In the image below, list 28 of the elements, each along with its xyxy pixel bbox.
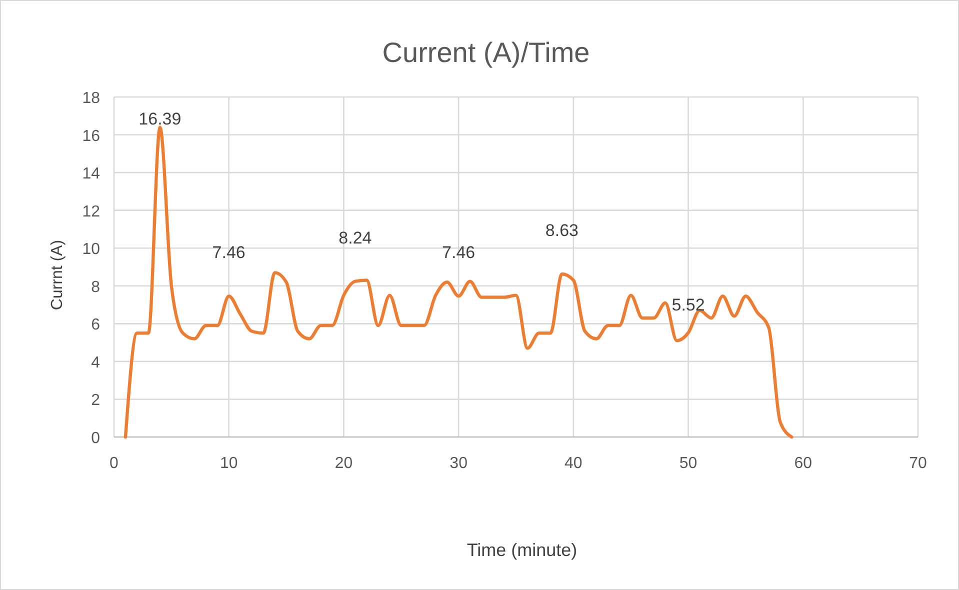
data-label: 7.46 — [212, 243, 246, 262]
y-axis-title: Currnt (A) — [49, 240, 66, 310]
x-tick-label: 50 — [679, 455, 698, 472]
y-tick-label: 12 — [82, 203, 100, 220]
y-tick-label: 16 — [82, 128, 100, 145]
x-tick-label: 0 — [110, 455, 119, 472]
y-tick-label: 4 — [91, 354, 100, 372]
x-tick-label: 20 — [334, 455, 353, 472]
y-tick-label: 2 — [91, 392, 100, 410]
data-label: 5.52 — [672, 296, 705, 315]
x-tick-label: 70 — [909, 455, 927, 472]
y-tick-label: 10 — [82, 241, 100, 258]
data-label: 7.46 — [442, 243, 476, 262]
x-tick-label: 30 — [450, 455, 468, 472]
x-tick-label: 10 — [220, 455, 238, 472]
x-axis-title: Time (minute) — [466, 540, 578, 560]
data-label: 8.24 — [338, 228, 372, 248]
x-tick-label: 40 — [564, 455, 582, 472]
y-tick-label: 6 — [91, 316, 100, 334]
chart-title: Current (A)/Time — [382, 37, 590, 68]
y-tick-label: 14 — [82, 166, 100, 183]
data-label: 8.63 — [545, 220, 578, 240]
data-label: 16.39 — [138, 109, 182, 128]
y-tick-label: 18 — [82, 90, 100, 107]
x-tick-label: 60 — [794, 455, 812, 472]
y-tick-label: 8 — [91, 278, 100, 296]
line-series — [124, 126, 794, 439]
y-tick-label: 0 — [91, 430, 100, 447]
